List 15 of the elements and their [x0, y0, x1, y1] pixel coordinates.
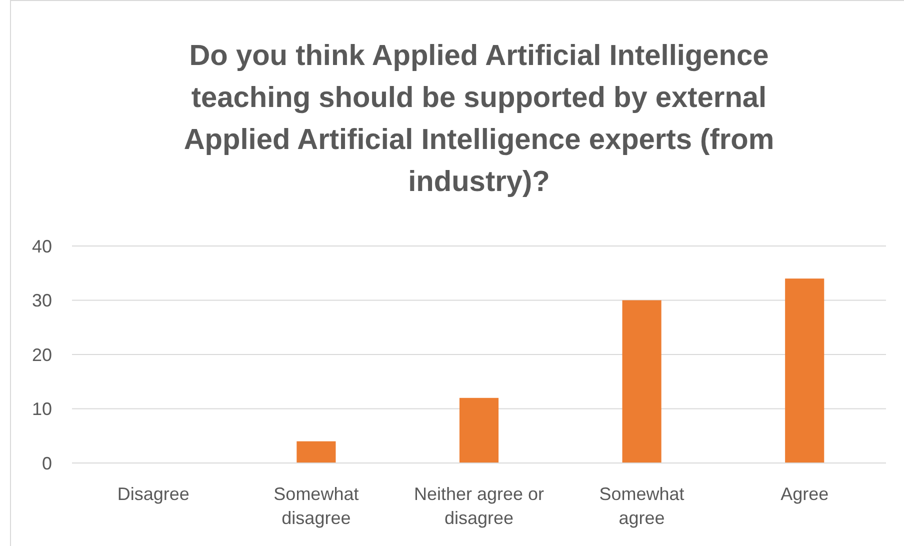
y-tick-label: 30	[32, 290, 52, 311]
x-tick-label: Agree	[780, 484, 829, 504]
y-tick-label: 40	[32, 236, 52, 256]
x-tick-label: Neither agree or disagree	[414, 484, 544, 528]
bar	[622, 300, 662, 463]
bar	[459, 398, 499, 463]
y-tick-label: 20	[32, 344, 52, 365]
chart-title: Do you think Applied Artificial Intelligence teaching should be supported by external Applied Artificial Intelligence experts (from industry)?	[184, 40, 774, 198]
bar	[785, 278, 824, 463]
bar	[296, 441, 336, 463]
x-tick-label: Somewhat agree	[599, 484, 684, 528]
y-tick-label: 0	[42, 453, 52, 474]
y-tick-label: 10	[32, 399, 52, 420]
x-tick-label: Somewhat disagree	[274, 484, 359, 528]
x-tick-label: Disagree	[117, 484, 190, 504]
